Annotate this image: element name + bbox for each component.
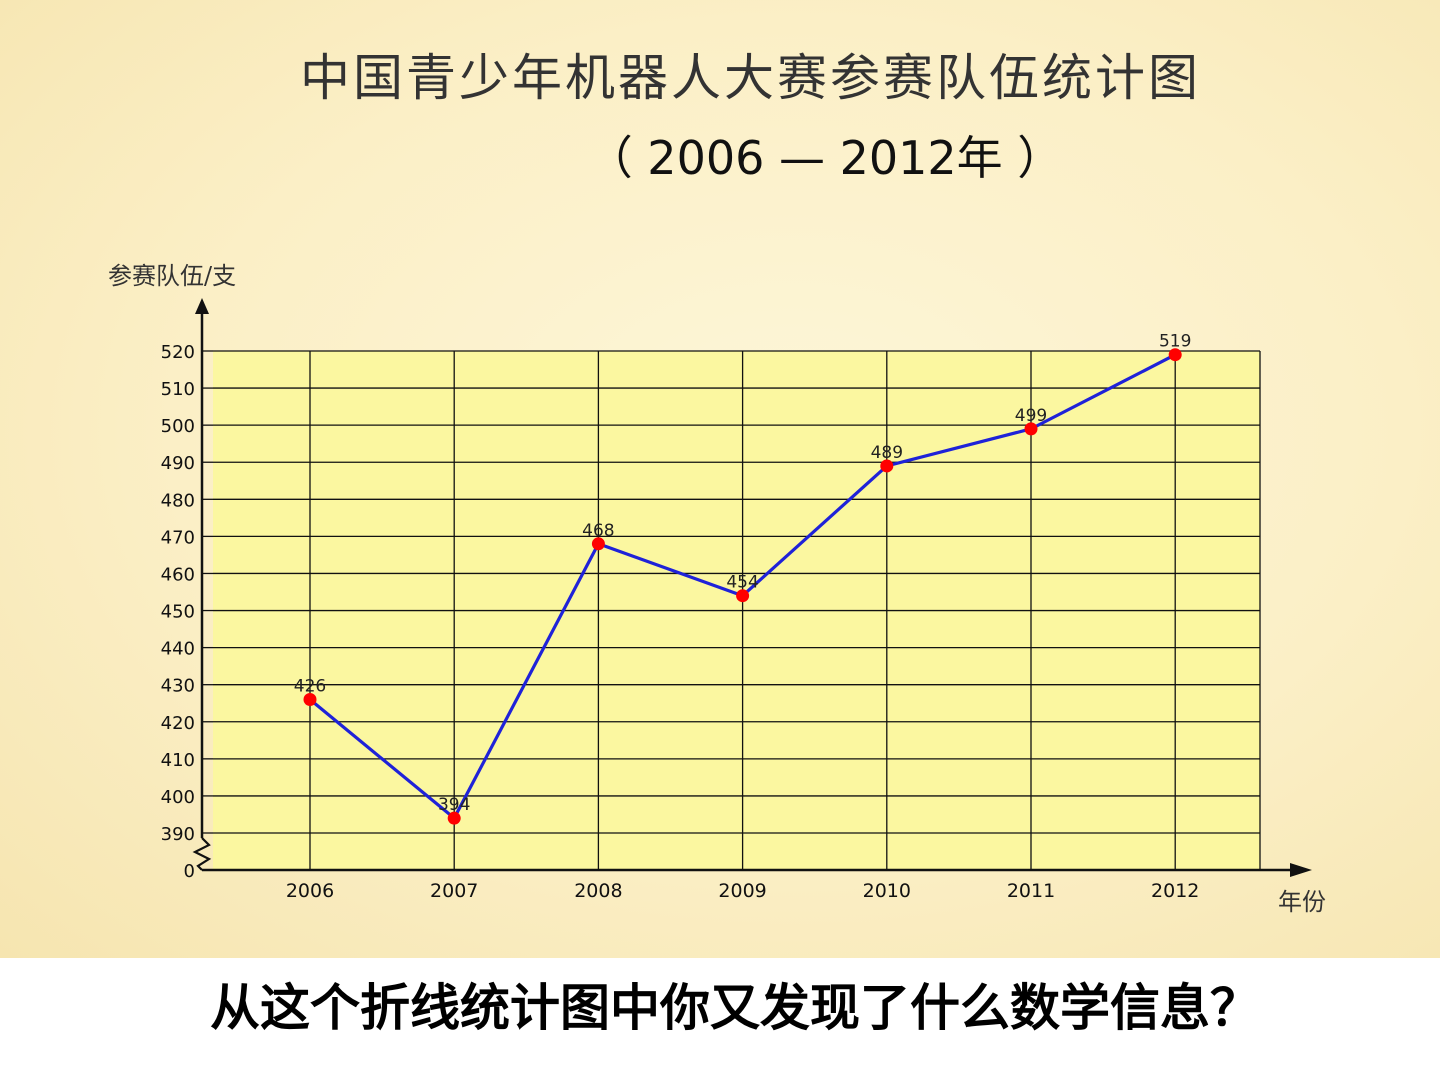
data-point	[1024, 422, 1038, 436]
chart-title: 中国青少年机器人大赛参赛队伍统计图	[300, 49, 1201, 107]
y-axis-break	[192, 837, 212, 871]
x-axis-arrow	[1290, 863, 1312, 877]
y-tick-label: 440	[161, 639, 195, 660]
chart-subtitle: （ 2006 — 2012年 ）	[586, 131, 1064, 185]
data-label: 499	[1015, 406, 1047, 426]
data-label: 454	[726, 573, 758, 593]
y-tick-label: 400	[161, 787, 195, 808]
y-tick-label: 430	[161, 676, 195, 697]
y-tick-label: 460	[161, 564, 195, 585]
y-tick-label: 480	[161, 490, 195, 511]
x-tick-label: 2011	[1007, 880, 1055, 902]
x-tick-label: 2010	[863, 880, 911, 902]
y-tick-label: 410	[161, 750, 195, 771]
y-tick-label: 450	[161, 602, 195, 623]
y-tick-label: 510	[161, 379, 195, 400]
y-tick-label: 490	[161, 453, 195, 474]
y-tick-label: 520	[161, 342, 195, 363]
data-point	[1168, 348, 1182, 362]
data-point	[447, 811, 461, 825]
y-tick-label: 420	[161, 713, 195, 734]
y-axis-label: 参赛队伍/支	[108, 262, 236, 290]
data-point	[880, 459, 894, 473]
x-tick-label: 2009	[718, 880, 766, 902]
data-point	[736, 589, 750, 603]
data-point	[303, 693, 317, 707]
data-point	[591, 537, 605, 551]
line-chart: 0 390 400 410 420 430 440 450 460 470 480 490 500 510…	[108, 262, 1326, 916]
data-label: 489	[871, 443, 903, 463]
y-axis-arrow	[195, 298, 209, 314]
x-tick-label: 2007	[430, 880, 478, 902]
y-tick-label: 470	[161, 527, 195, 548]
x-axis-label: 年份	[1278, 888, 1326, 916]
data-label: 519	[1159, 332, 1191, 352]
question-text: 从这个折线统计图中你又发现了什么数学信息？	[210, 978, 1260, 1037]
data-label: 394	[438, 795, 470, 815]
data-label: 468	[582, 521, 614, 541]
y-tick-label: 390	[161, 824, 195, 845]
x-tick-label: 2012	[1151, 880, 1199, 902]
y-tick-label: 0	[184, 861, 195, 882]
x-tick-label: 2008	[574, 880, 622, 902]
x-tick-label: 2006	[286, 880, 334, 902]
y-tick-label: 500	[161, 416, 195, 437]
data-label: 426	[294, 677, 326, 697]
